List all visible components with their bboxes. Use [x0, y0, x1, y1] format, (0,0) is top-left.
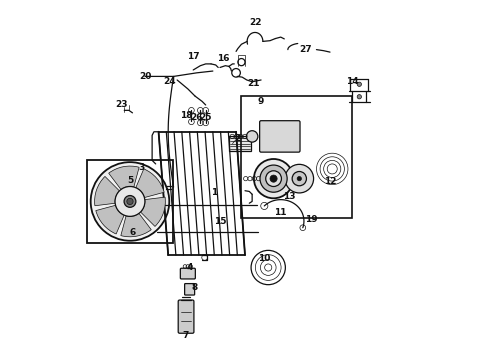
Wedge shape [95, 176, 120, 206]
Wedge shape [136, 169, 164, 198]
Text: 11: 11 [274, 208, 287, 217]
Text: 2: 2 [235, 134, 241, 143]
Circle shape [357, 95, 362, 99]
Wedge shape [141, 197, 165, 226]
FancyBboxPatch shape [180, 268, 196, 279]
Text: 14: 14 [346, 77, 359, 86]
Text: 6: 6 [129, 228, 136, 237]
Text: 24: 24 [164, 77, 176, 86]
Circle shape [292, 171, 306, 186]
Text: 16: 16 [218, 54, 230, 63]
Circle shape [124, 195, 136, 207]
Text: 7: 7 [183, 331, 189, 340]
Text: 18: 18 [180, 111, 192, 120]
Circle shape [266, 171, 281, 186]
Circle shape [254, 159, 293, 198]
Circle shape [246, 131, 258, 142]
Text: 4: 4 [186, 263, 193, 272]
FancyBboxPatch shape [178, 300, 194, 333]
Text: 21: 21 [247, 79, 260, 88]
Text: 8: 8 [192, 283, 198, 292]
Text: 20: 20 [139, 72, 151, 81]
Wedge shape [96, 205, 124, 234]
Circle shape [91, 162, 169, 241]
Text: 5: 5 [127, 176, 134, 185]
Text: 13: 13 [283, 192, 296, 201]
Bar [87, 160, 173, 243]
Text: 1: 1 [212, 188, 218, 197]
Text: 25: 25 [199, 113, 212, 122]
FancyBboxPatch shape [185, 284, 195, 295]
Wedge shape [121, 213, 151, 237]
Circle shape [270, 175, 277, 182]
Circle shape [357, 82, 362, 86]
Circle shape [115, 186, 145, 216]
Text: 12: 12 [324, 177, 337, 186]
Text: 17: 17 [187, 52, 199, 61]
Text: 15: 15 [214, 217, 226, 226]
Text: 22: 22 [249, 18, 262, 27]
Text: 19: 19 [305, 215, 318, 224]
Bar [229, 136, 251, 151]
Circle shape [297, 176, 301, 181]
Bar [242, 96, 352, 217]
Circle shape [127, 198, 133, 204]
Circle shape [285, 165, 314, 193]
Text: 27: 27 [299, 45, 312, 54]
Text: 3: 3 [138, 163, 145, 172]
Text: 10: 10 [258, 254, 271, 263]
Text: 23: 23 [116, 100, 128, 109]
Circle shape [260, 165, 287, 192]
Text: 9: 9 [257, 97, 264, 106]
Text: 26: 26 [190, 113, 203, 122]
Wedge shape [109, 166, 139, 189]
FancyBboxPatch shape [260, 121, 300, 152]
